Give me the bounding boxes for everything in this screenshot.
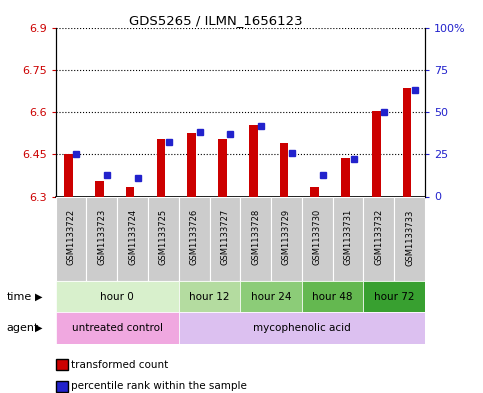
Text: hour 12: hour 12	[189, 292, 230, 302]
Text: GSM1133728: GSM1133728	[251, 209, 260, 265]
Bar	[117, 196, 148, 281]
Bar	[126, 187, 134, 196]
Bar	[187, 133, 196, 196]
Text: hour 24: hour 24	[251, 292, 291, 302]
Text: hour 0: hour 0	[100, 292, 134, 302]
Text: ▶: ▶	[35, 323, 43, 333]
Text: time: time	[6, 292, 31, 302]
Text: GSM1133722: GSM1133722	[67, 209, 75, 265]
Bar	[156, 139, 165, 196]
Bar	[403, 88, 412, 196]
Bar	[311, 187, 319, 196]
Text: hour 72: hour 72	[374, 292, 414, 302]
Text: GSM1133723: GSM1133723	[97, 209, 106, 265]
Bar	[364, 281, 425, 312]
Bar	[302, 196, 333, 281]
Bar	[333, 196, 364, 281]
Text: GSM1133730: GSM1133730	[313, 209, 322, 265]
Bar	[210, 196, 240, 281]
Text: percentile rank within the sample: percentile rank within the sample	[71, 381, 247, 391]
Text: GSM1133731: GSM1133731	[343, 209, 353, 265]
Bar	[341, 158, 350, 196]
Bar	[240, 196, 271, 281]
Bar	[56, 196, 86, 281]
Text: ▶: ▶	[35, 292, 43, 302]
Bar	[271, 196, 302, 281]
Bar	[95, 181, 103, 196]
Bar	[86, 196, 117, 281]
Text: GSM1133729: GSM1133729	[282, 209, 291, 265]
Bar	[56, 281, 179, 312]
Bar	[302, 281, 364, 312]
Bar	[56, 312, 179, 344]
Text: GSM1133724: GSM1133724	[128, 209, 137, 265]
Text: untreated control: untreated control	[71, 323, 163, 333]
Text: GSM1133732: GSM1133732	[374, 209, 384, 265]
Text: hour 48: hour 48	[313, 292, 353, 302]
Bar	[179, 312, 425, 344]
Bar	[249, 125, 257, 196]
Text: agent: agent	[6, 323, 39, 333]
Text: GSM1133725: GSM1133725	[159, 209, 168, 265]
Text: GSM1133727: GSM1133727	[220, 209, 229, 265]
Bar	[372, 110, 381, 196]
Bar	[218, 139, 227, 196]
Text: mycophenolic acid: mycophenolic acid	[253, 323, 351, 333]
Bar	[364, 196, 394, 281]
Bar	[280, 143, 288, 196]
Bar	[179, 281, 240, 312]
Bar	[179, 196, 210, 281]
Bar	[148, 196, 179, 281]
Text: GSM1133726: GSM1133726	[190, 209, 199, 265]
Text: transformed count: transformed count	[71, 360, 169, 370]
Bar	[394, 196, 425, 281]
Bar	[240, 281, 302, 312]
Text: GSM1133733: GSM1133733	[405, 209, 414, 266]
Bar	[64, 154, 73, 196]
Text: GDS5265 / ILMN_1656123: GDS5265 / ILMN_1656123	[129, 14, 303, 27]
